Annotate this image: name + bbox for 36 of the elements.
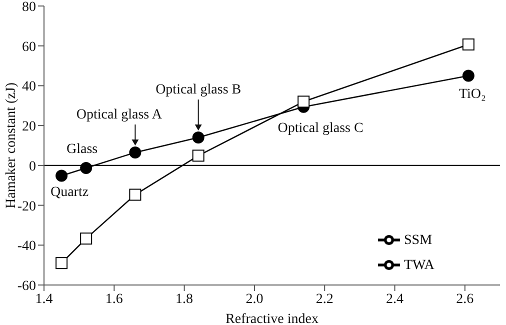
y-tick-label: 40: [22, 80, 36, 95]
x-axis-title: Refractive index: [226, 312, 318, 325]
point: [56, 257, 68, 270]
point: [192, 150, 204, 162]
y-tick-label: 0: [29, 159, 36, 174]
y-tick-label: -40: [17, 239, 36, 254]
x-tick-label: 2.0: [246, 292, 264, 307]
y-axis-title: Hamaker constant (zJ): [4, 82, 19, 208]
annotation: TiO₂: [458, 86, 486, 102]
y-tick-label: 20: [22, 120, 36, 135]
y-tick-label: 80: [22, 0, 36, 15]
point: [129, 188, 142, 201]
point: [298, 96, 310, 108]
point: [129, 146, 142, 158]
x-tick-label: 1.6: [105, 292, 123, 307]
y-tick-label: -60: [17, 278, 36, 294]
legend-label: SSM: [404, 233, 432, 248]
point: [192, 132, 204, 144]
legend-label: TWA: [404, 258, 434, 273]
annotation: Optical glass A: [76, 107, 163, 122]
x-tick-label: 1.4: [35, 292, 53, 307]
x-tick-label: 2.2: [316, 292, 334, 307]
annotation: Optical glass C: [278, 120, 364, 136]
point: [462, 70, 474, 82]
point: [462, 38, 474, 50]
annotation: Optical glass B: [156, 82, 242, 98]
y-tick-label: 60: [22, 40, 36, 55]
annotation: Quartz: [50, 184, 89, 200]
x-tick-label: 1.8: [176, 292, 194, 307]
point: [56, 170, 68, 182]
point: [80, 232, 92, 245]
x-tick-label: 2.4: [386, 292, 404, 307]
point: [80, 162, 92, 174]
annotation: Glass: [66, 142, 98, 158]
x-tick-label: 2.6: [456, 292, 474, 307]
y-tick-label: -20: [17, 199, 36, 214]
